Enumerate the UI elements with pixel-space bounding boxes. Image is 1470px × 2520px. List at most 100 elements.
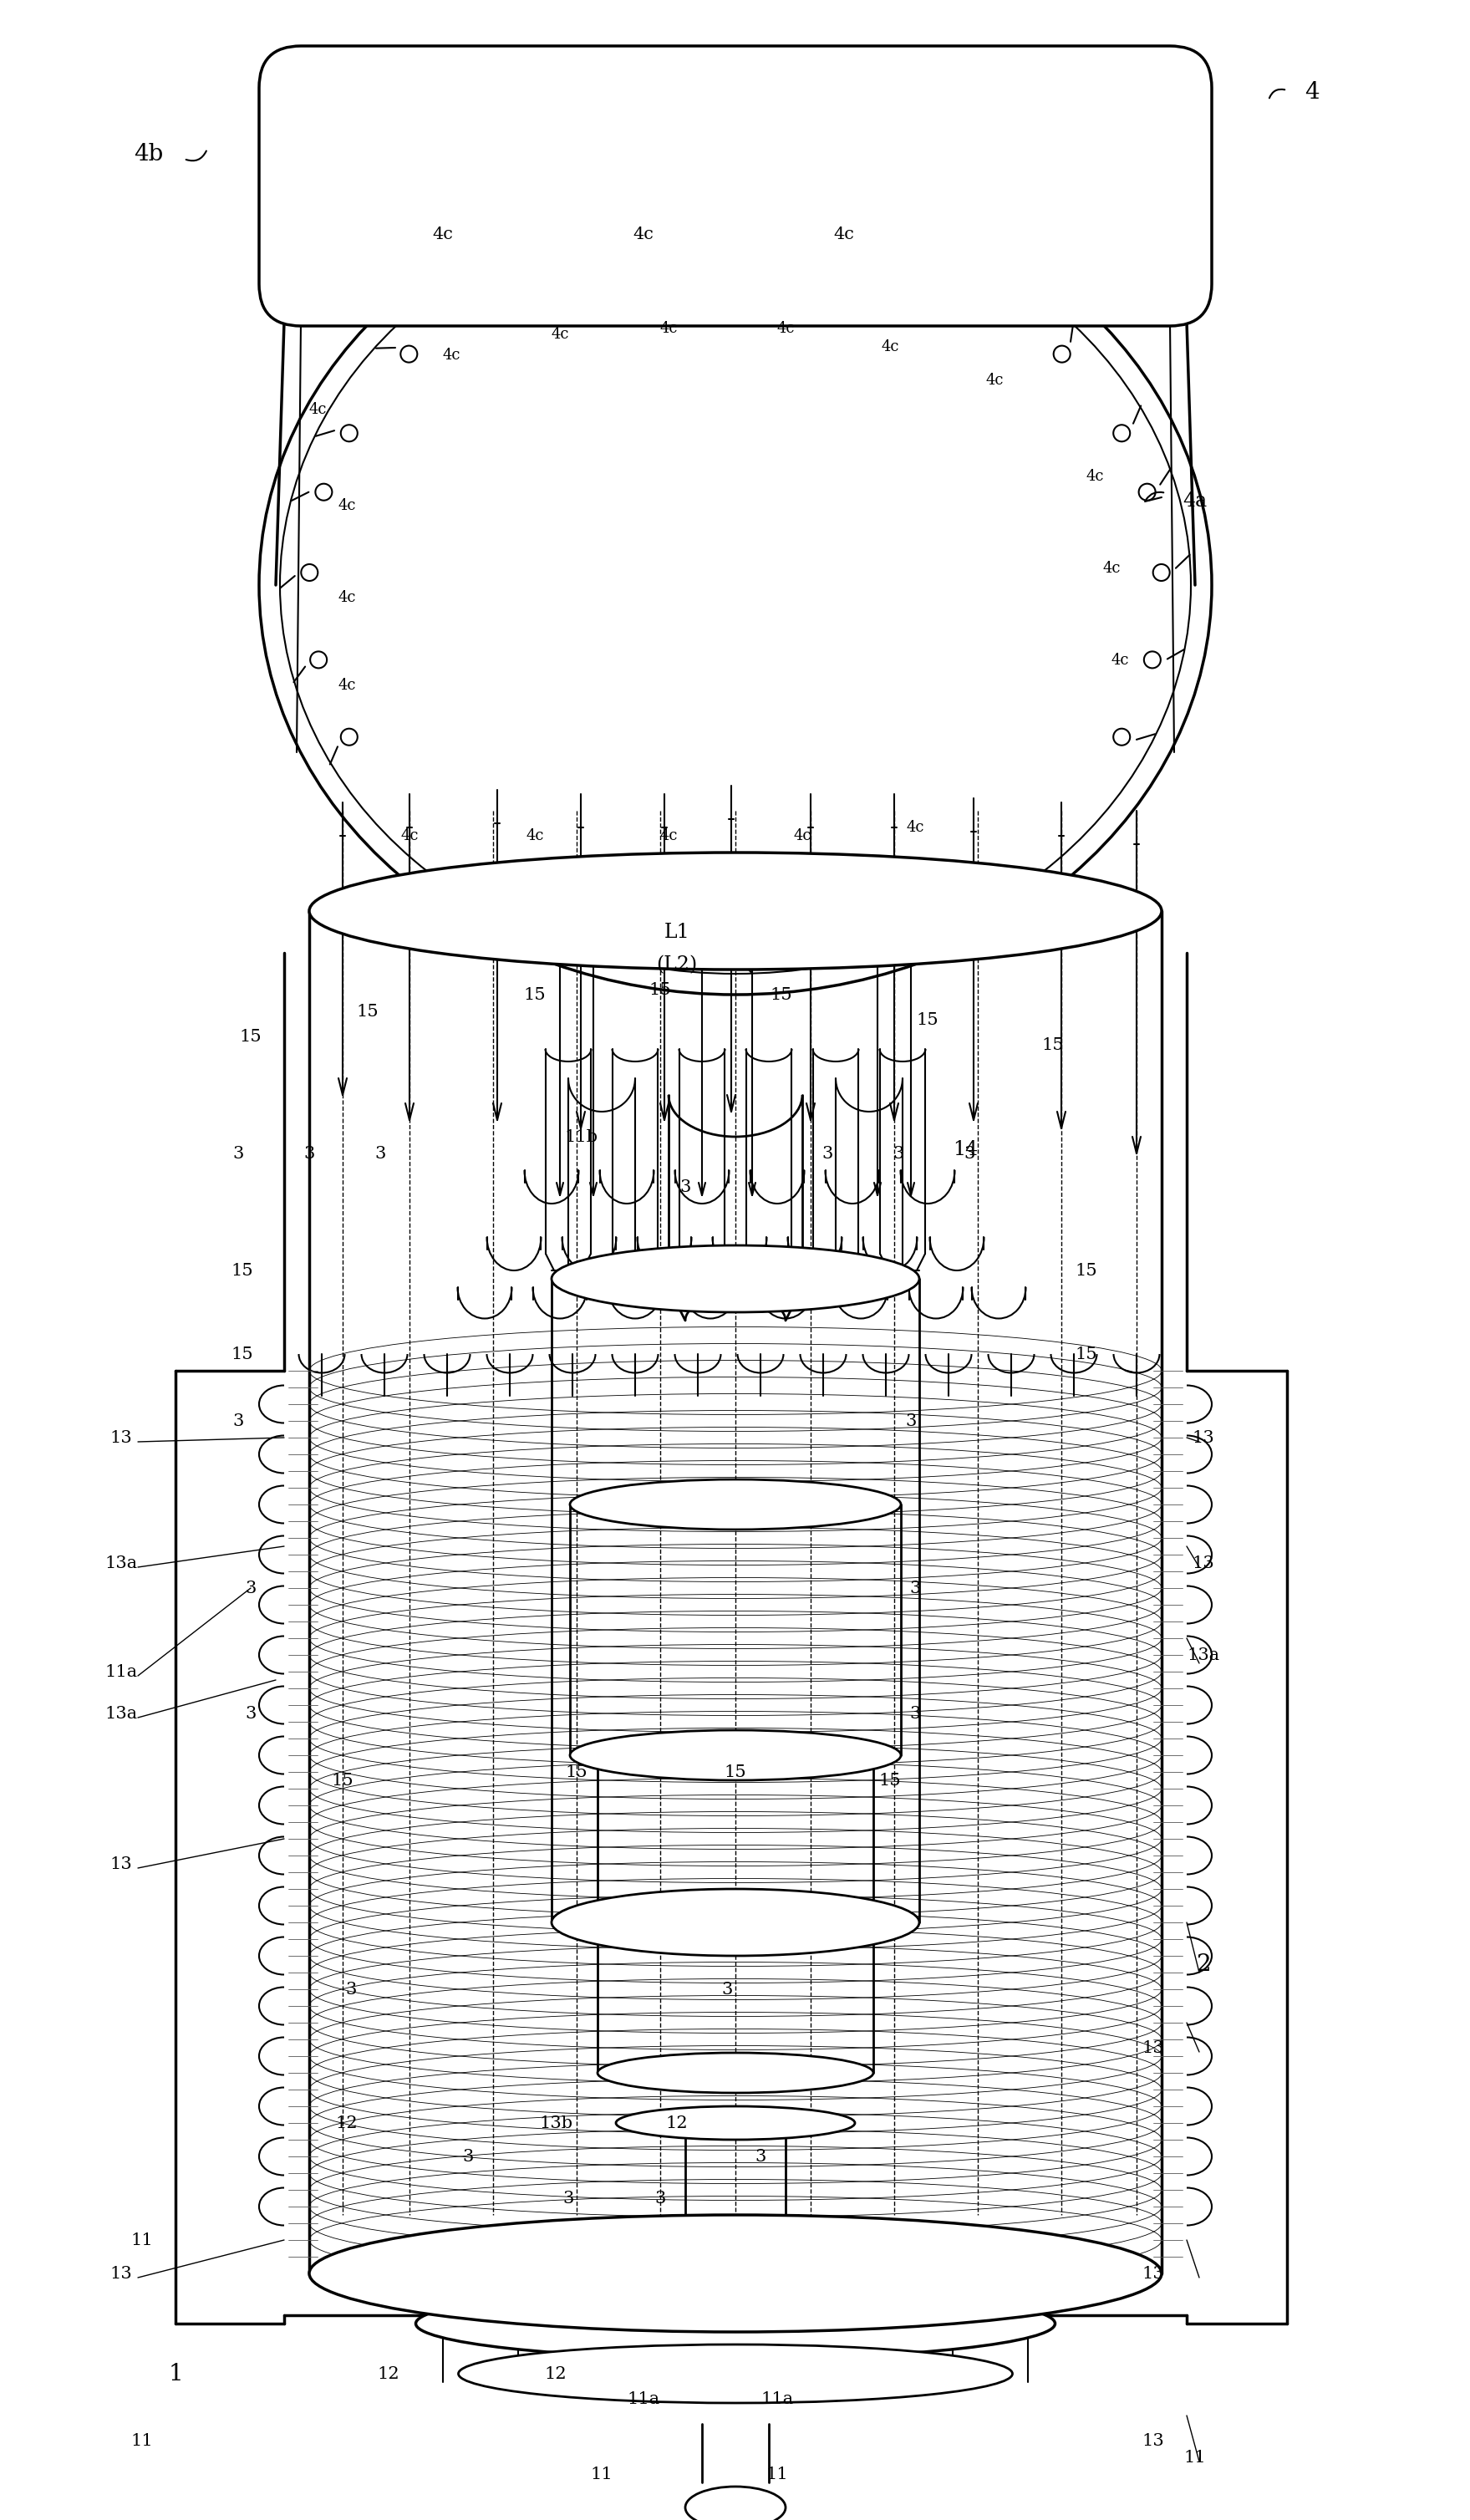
Text: 4c: 4c <box>1111 653 1129 668</box>
Text: 4c: 4c <box>338 590 356 605</box>
Text: 11: 11 <box>591 2467 613 2482</box>
Text: 15: 15 <box>770 988 792 1003</box>
Text: 4c: 4c <box>906 819 925 834</box>
Text: 3: 3 <box>822 1147 833 1162</box>
Text: L1: L1 <box>664 922 689 942</box>
Text: 15: 15 <box>1075 1346 1098 1361</box>
Text: 11: 11 <box>1183 2449 1207 2465</box>
Text: 13: 13 <box>1142 2432 1164 2449</box>
Text: 13b: 13b <box>539 2114 572 2132</box>
Text: 11a: 11a <box>628 2391 660 2407</box>
Text: 3: 3 <box>345 1981 357 1998</box>
Text: 11a: 11a <box>104 1663 138 1681</box>
Text: 4: 4 <box>1305 81 1320 103</box>
Text: 12: 12 <box>378 2366 400 2381</box>
Text: 4c: 4c <box>833 227 854 242</box>
Text: 3: 3 <box>722 1981 732 1998</box>
Text: 3: 3 <box>232 1414 244 1429</box>
Text: 11: 11 <box>131 2233 153 2248</box>
Text: 4c: 4c <box>309 403 326 418</box>
Text: 4c: 4c <box>985 373 1004 388</box>
Ellipse shape <box>309 852 1161 970</box>
Text: 12: 12 <box>666 2114 688 2132</box>
Text: 15: 15 <box>916 1011 939 1028</box>
Text: 15: 15 <box>240 1028 262 1043</box>
Text: 3: 3 <box>304 1147 315 1162</box>
Ellipse shape <box>416 2288 1055 2359</box>
Ellipse shape <box>570 1731 901 1779</box>
Ellipse shape <box>459 2344 1013 2404</box>
Text: 15: 15 <box>231 1263 253 1278</box>
Text: 3: 3 <box>245 1706 256 1721</box>
Text: 13a: 13a <box>1188 1648 1220 1663</box>
Text: 15: 15 <box>231 1346 253 1361</box>
Text: 4a: 4a <box>1183 491 1207 512</box>
Text: 4c: 4c <box>400 829 419 844</box>
Text: 11: 11 <box>766 2467 788 2482</box>
Text: 13a: 13a <box>104 1555 138 1570</box>
Text: 4b: 4b <box>134 144 163 166</box>
Text: 13: 13 <box>110 1855 132 1872</box>
Text: 3: 3 <box>463 2150 473 2165</box>
Text: 3: 3 <box>375 1147 385 1162</box>
Ellipse shape <box>279 197 1191 973</box>
Text: 11: 11 <box>131 2432 153 2449</box>
Ellipse shape <box>259 176 1211 995</box>
Text: 4c: 4c <box>432 227 453 242</box>
Text: 15: 15 <box>332 1772 354 1789</box>
Text: 13: 13 <box>1142 2039 1164 2056</box>
Text: 3: 3 <box>232 1147 244 1162</box>
Text: 3: 3 <box>563 2190 573 2205</box>
Text: 15: 15 <box>523 988 545 1003</box>
Text: 13a: 13a <box>104 1706 138 1721</box>
Text: 3: 3 <box>756 2150 766 2165</box>
Text: 14: 14 <box>953 1139 978 1159</box>
Text: 11a: 11a <box>761 2391 794 2407</box>
Text: 13: 13 <box>1142 2265 1164 2281</box>
Ellipse shape <box>616 2107 856 2139</box>
Text: 4c: 4c <box>1086 469 1104 484</box>
Text: 15: 15 <box>879 1772 901 1789</box>
Text: 3: 3 <box>892 1147 904 1162</box>
Ellipse shape <box>685 2487 785 2520</box>
Text: 15: 15 <box>1042 1036 1064 1053</box>
Text: 4c: 4c <box>551 328 569 343</box>
Ellipse shape <box>551 1245 919 1313</box>
Text: 4c: 4c <box>634 227 654 242</box>
Text: 4c: 4c <box>881 340 900 355</box>
Ellipse shape <box>551 1890 919 1956</box>
Text: 2: 2 <box>1197 1953 1211 1976</box>
Text: 12: 12 <box>335 2114 357 2132</box>
Ellipse shape <box>309 2215 1161 2331</box>
Ellipse shape <box>570 1479 901 1530</box>
Text: 3: 3 <box>964 1147 975 1162</box>
Text: 13: 13 <box>110 2265 132 2281</box>
Text: 15: 15 <box>725 1764 747 1779</box>
Text: 3: 3 <box>679 1179 691 1194</box>
Text: 4c: 4c <box>338 678 356 693</box>
Text: 4c: 4c <box>442 348 460 363</box>
Text: 4c: 4c <box>338 499 356 514</box>
Text: 13: 13 <box>110 1429 132 1446</box>
Text: 15: 15 <box>1075 1263 1098 1278</box>
Text: 4c: 4c <box>660 320 678 335</box>
Text: 4c: 4c <box>1102 562 1120 577</box>
Text: 1: 1 <box>168 2361 182 2384</box>
Text: 12: 12 <box>544 2366 567 2381</box>
Text: 4c: 4c <box>660 829 678 844</box>
FancyBboxPatch shape <box>259 45 1211 325</box>
Text: 13: 13 <box>1192 1429 1214 1446</box>
Text: 3: 3 <box>654 2190 666 2205</box>
Text: 3: 3 <box>910 1706 920 1721</box>
Text: 15: 15 <box>357 1003 379 1018</box>
Text: 13: 13 <box>1192 1555 1214 1570</box>
Text: 11b: 11b <box>564 1129 597 1144</box>
Ellipse shape <box>597 2054 873 2094</box>
Text: 4c: 4c <box>794 829 811 844</box>
Text: 3: 3 <box>906 1414 916 1429</box>
Text: 4c: 4c <box>526 829 544 844</box>
Text: 15: 15 <box>650 983 672 998</box>
Text: 3: 3 <box>910 1580 920 1595</box>
Text: 3: 3 <box>245 1580 256 1595</box>
Text: (L2): (L2) <box>656 955 697 975</box>
